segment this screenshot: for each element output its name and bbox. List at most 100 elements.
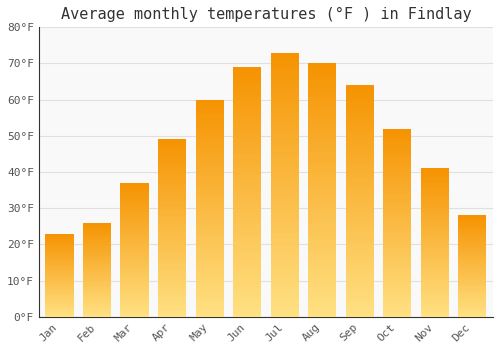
Bar bbox=[308, 144, 336, 148]
Bar bbox=[346, 155, 374, 159]
Bar bbox=[308, 140, 336, 144]
Bar bbox=[346, 89, 374, 93]
Bar bbox=[270, 185, 299, 189]
Bar bbox=[158, 222, 186, 225]
Bar bbox=[458, 227, 486, 229]
Bar bbox=[346, 112, 374, 116]
Bar bbox=[346, 298, 374, 301]
Bar bbox=[346, 278, 374, 282]
Bar bbox=[196, 125, 224, 128]
Bar bbox=[233, 300, 261, 304]
Bar bbox=[421, 247, 449, 250]
Bar bbox=[233, 229, 261, 233]
Bar bbox=[308, 313, 336, 317]
Bar bbox=[233, 146, 261, 150]
Bar bbox=[46, 293, 74, 295]
Bar bbox=[158, 252, 186, 255]
Bar bbox=[46, 263, 74, 264]
Bar bbox=[346, 286, 374, 290]
Bar bbox=[83, 235, 111, 237]
Bar bbox=[421, 243, 449, 245]
Bar bbox=[308, 93, 336, 97]
Bar bbox=[270, 260, 299, 264]
Bar bbox=[196, 172, 224, 176]
Bar bbox=[308, 148, 336, 152]
Bar bbox=[308, 237, 336, 241]
Bar bbox=[383, 191, 412, 195]
Bar bbox=[158, 187, 186, 190]
Bar bbox=[120, 266, 148, 268]
Bar bbox=[158, 231, 186, 234]
Bar bbox=[196, 187, 224, 190]
Bar bbox=[196, 168, 224, 172]
Bar bbox=[158, 284, 186, 287]
Bar bbox=[196, 292, 224, 295]
Bar bbox=[83, 312, 111, 314]
Bar bbox=[233, 221, 261, 225]
Bar bbox=[270, 229, 299, 233]
Bar bbox=[458, 283, 486, 285]
Bar bbox=[233, 88, 261, 92]
Bar bbox=[120, 183, 148, 185]
Bar bbox=[83, 248, 111, 249]
Bar bbox=[46, 281, 74, 282]
Bar bbox=[270, 172, 299, 176]
Bar bbox=[270, 70, 299, 75]
Bar bbox=[346, 259, 374, 263]
Bar bbox=[308, 253, 336, 258]
Bar bbox=[46, 254, 74, 256]
Bar bbox=[421, 223, 449, 225]
Bar bbox=[46, 315, 74, 317]
Bar bbox=[120, 237, 148, 239]
Bar bbox=[46, 296, 74, 297]
Bar bbox=[233, 154, 261, 159]
Bar bbox=[158, 311, 186, 314]
Bar bbox=[120, 294, 148, 297]
Bar bbox=[46, 268, 74, 270]
Bar bbox=[346, 263, 374, 267]
Bar bbox=[158, 154, 186, 157]
Bar bbox=[196, 103, 224, 107]
Bar bbox=[233, 196, 261, 200]
Bar bbox=[233, 67, 261, 71]
Bar bbox=[270, 119, 299, 123]
Bar bbox=[308, 63, 336, 68]
Bar bbox=[270, 79, 299, 83]
Bar bbox=[458, 285, 486, 286]
Bar bbox=[383, 207, 412, 210]
Bar bbox=[270, 233, 299, 238]
Bar bbox=[383, 310, 412, 314]
Bar bbox=[83, 284, 111, 286]
Bar bbox=[346, 132, 374, 135]
Bar bbox=[308, 283, 336, 287]
Bar bbox=[158, 255, 186, 258]
Bar bbox=[196, 158, 224, 161]
Bar bbox=[270, 136, 299, 141]
Bar bbox=[233, 246, 261, 250]
Bar bbox=[196, 140, 224, 143]
Bar bbox=[308, 110, 336, 114]
Bar bbox=[158, 145, 186, 148]
Bar bbox=[383, 135, 412, 138]
Bar bbox=[196, 302, 224, 306]
Bar bbox=[346, 236, 374, 240]
Bar bbox=[233, 192, 261, 196]
Bar bbox=[196, 111, 224, 114]
Bar bbox=[383, 160, 412, 163]
Bar bbox=[346, 209, 374, 212]
Bar bbox=[458, 237, 486, 239]
Bar bbox=[270, 97, 299, 101]
Bar bbox=[83, 301, 111, 303]
Bar bbox=[458, 220, 486, 222]
Bar bbox=[120, 315, 148, 317]
Bar bbox=[308, 85, 336, 89]
Bar bbox=[458, 307, 486, 308]
Bar bbox=[270, 277, 299, 282]
Bar bbox=[46, 235, 74, 236]
Bar bbox=[383, 289, 412, 292]
Bar bbox=[83, 310, 111, 312]
Bar bbox=[158, 172, 186, 175]
Bar bbox=[196, 252, 224, 255]
Bar bbox=[383, 238, 412, 242]
Bar bbox=[383, 301, 412, 304]
